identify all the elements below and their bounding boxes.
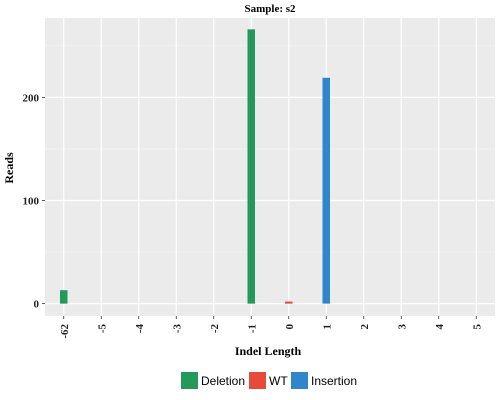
x-axis-label: Indel Length <box>235 344 302 358</box>
legend-label-insertion: Insertion <box>311 374 357 388</box>
x-tick-label: 1 <box>321 324 333 330</box>
x-tick-label: 2 <box>359 324 371 330</box>
x-tick-label: -62 <box>59 324 71 339</box>
x-tick-label: -4 <box>134 324 146 334</box>
bar-deletion--1 <box>248 29 256 303</box>
bar-wt-0 <box>285 302 293 304</box>
chart-title: Sample: s2 <box>244 3 296 15</box>
legend-key-wt <box>249 372 266 389</box>
legend-label-wt: WT <box>269 374 288 388</box>
bar-insertion-1 <box>323 78 331 304</box>
x-tick-label: -3 <box>171 324 183 334</box>
legend: Deletion WT Insertion <box>181 372 357 389</box>
x-tick-label: 3 <box>396 324 408 330</box>
x-tick-label: -1 <box>246 324 258 333</box>
x-tick-label: -5 <box>96 324 108 334</box>
x-tick-label: 4 <box>434 324 446 330</box>
y-axis-label: Reads <box>2 152 16 184</box>
bar-deletion--62 <box>60 290 68 303</box>
y-axis-ticks: 0 100 200 <box>23 92 46 310</box>
legend-key-deletion <box>181 372 198 389</box>
legend-key-insertion <box>291 372 308 389</box>
y-tick-label: 200 <box>23 92 40 104</box>
x-axis-ticks: -62 -5 -4 -3 -2 -1 0 1 2 3 4 5 <box>59 316 484 339</box>
plot-panel <box>45 18 495 316</box>
x-tick-label: -2 <box>209 324 221 334</box>
x-tick-label: 5 <box>471 324 483 330</box>
legend-label-deletion: Deletion <box>201 374 245 388</box>
y-tick-label: 0 <box>34 299 40 311</box>
x-tick-label: 0 <box>284 324 296 330</box>
y-tick-label: 100 <box>23 196 40 208</box>
